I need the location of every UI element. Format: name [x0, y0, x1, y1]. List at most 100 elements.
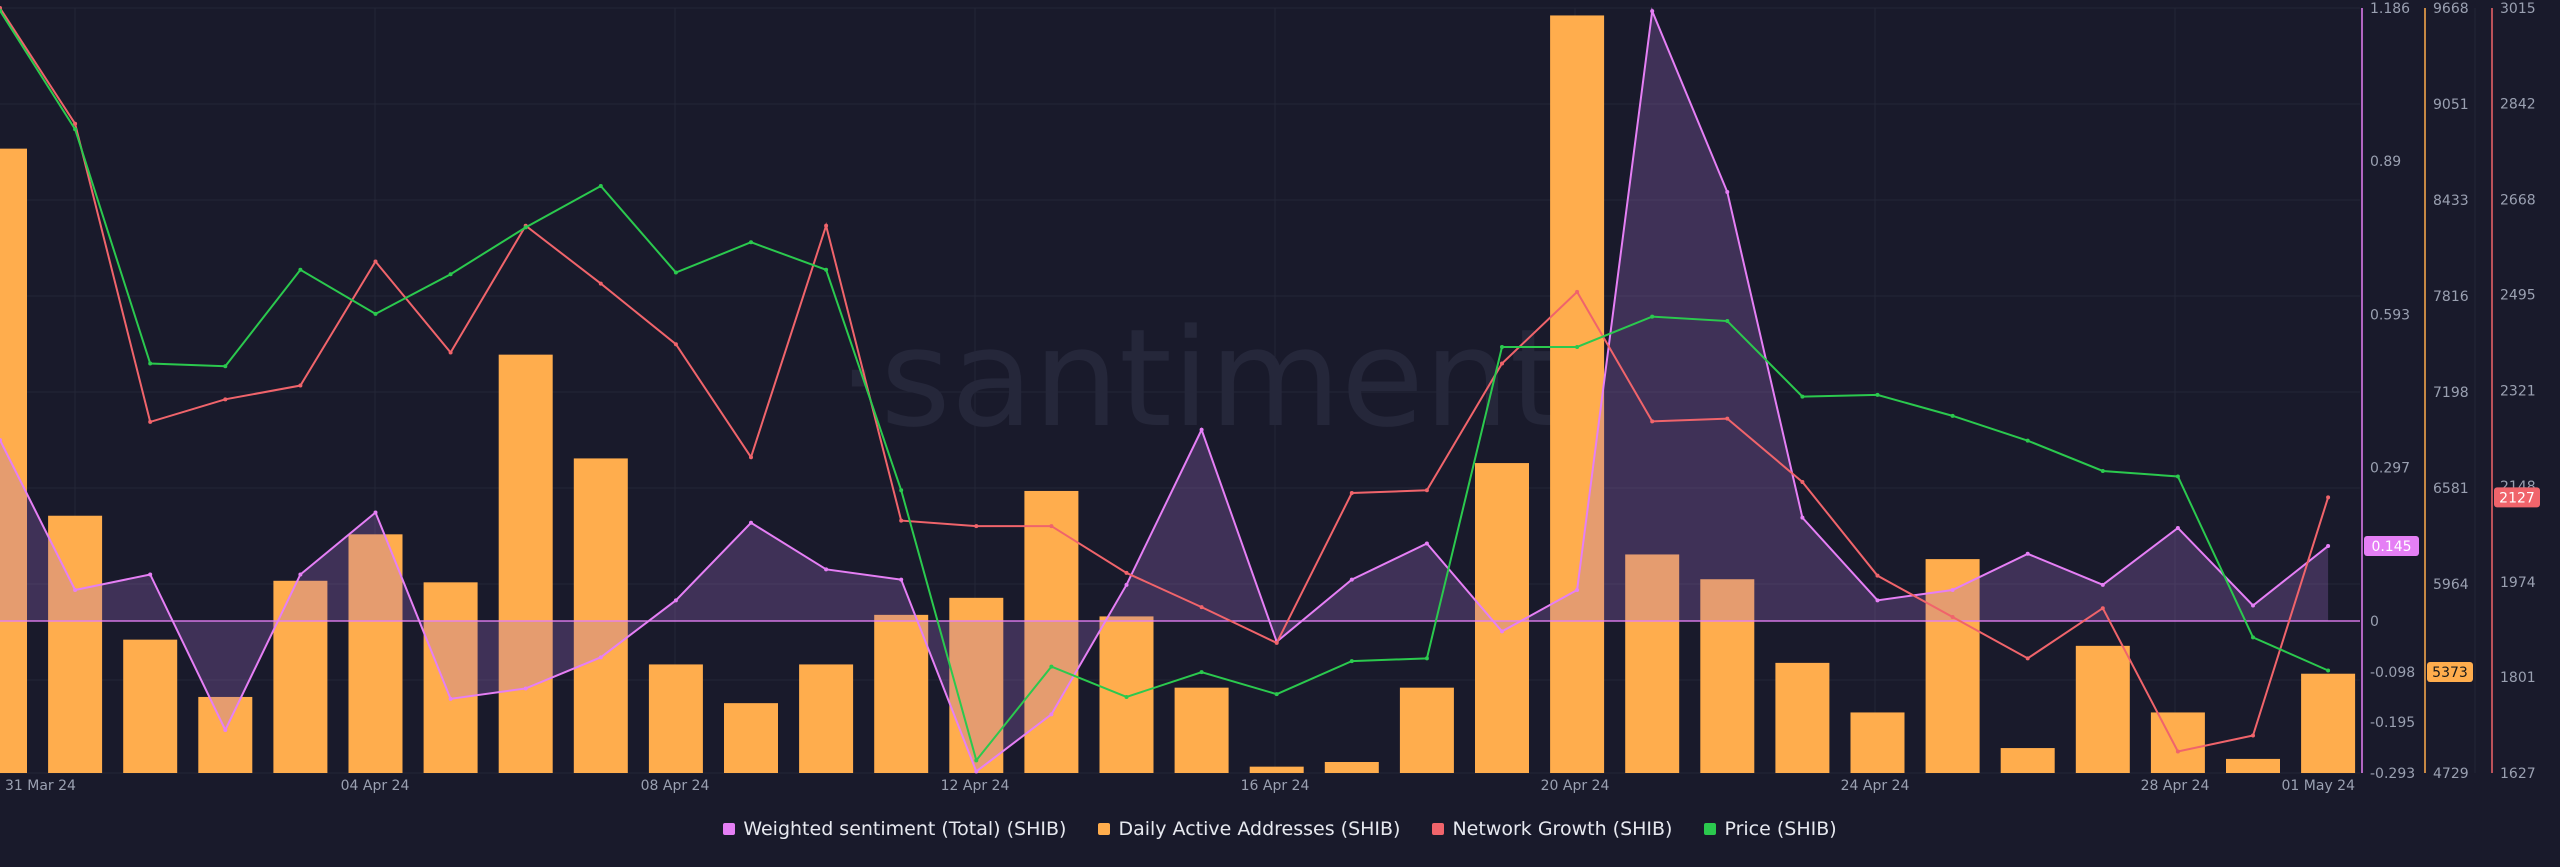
daa-bar-7 — [498, 354, 553, 773]
price-point-20 — [1500, 344, 1504, 349]
daa-tick-label-1: 9051 — [2433, 97, 2469, 113]
price-point-11 — [824, 267, 829, 272]
network-growth-point-1 — [73, 121, 78, 126]
legend-item-price[interactable]: Price (SHIB) — [1704, 818, 1837, 840]
network-tick-label-6: 1974 — [2500, 575, 2536, 591]
network-growth-point-13 — [974, 524, 979, 529]
daa-bar-22 — [1625, 554, 1680, 773]
sentiment-point-4 — [298, 572, 303, 577]
sentiment-point-24 — [1800, 515, 1805, 520]
price-point-31 — [2326, 668, 2331, 673]
sentiment-point-2 — [148, 572, 153, 577]
daa-bar-25 — [1850, 712, 1905, 773]
network-tick-label-1: 2842 — [2500, 96, 2536, 112]
sentiment-point-21 — [1575, 587, 1580, 592]
daa-bar-6 — [423, 582, 478, 773]
network-growth-point-12 — [899, 518, 904, 523]
price-point-0 — [0, 8, 2, 13]
daa-bar-23 — [1700, 579, 1755, 773]
legend-item-sentiment[interactable]: Weighted sentiment (Total) (SHIB) — [723, 818, 1066, 840]
legend-label-daa: Daily Active Addresses (SHIB) — [1118, 818, 1401, 840]
sentiment-point-22 — [1650, 9, 1655, 14]
network-tick-label-7: 1801 — [2500, 670, 2536, 686]
daa-bar-12 — [874, 614, 929, 773]
daa-bar-0 — [0, 148, 27, 774]
sentiment-tick-label-3: 0.297 — [2370, 460, 2410, 476]
price-point-28 — [2100, 468, 2105, 473]
sentiment-tick-label-0: 1.186 — [2370, 1, 2410, 17]
sentiment-point-10 — [749, 520, 753, 525]
network-growth-point-3 — [223, 397, 228, 402]
sentiment-fill — [0, 11, 2329, 772]
price-point-17 — [1274, 692, 1279, 697]
grid-lines — [0, 7, 2476, 774]
network-growth-point-17 — [1274, 640, 1279, 645]
network-growth-point-15 — [1124, 570, 1129, 575]
network-growth-point-16 — [1199, 605, 1204, 610]
network-growth-point-18 — [1349, 491, 1354, 496]
legend-swatch-network — [1432, 823, 1445, 835]
sentiment-tick-label-7: -0.293 — [2370, 766, 2415, 782]
sentiment-point-31 — [2326, 544, 2331, 549]
network-tick-label-4: 2321 — [2500, 384, 2536, 400]
daa-bars — [0, 15, 2356, 774]
daa-bar-10 — [724, 703, 778, 773]
price-point-8 — [598, 184, 603, 189]
daa-bar-27 — [2000, 748, 2055, 773]
daa-bar-9 — [648, 664, 703, 773]
legend: Weighted sentiment (Total) (SHIB) Daily … — [0, 818, 2560, 840]
sentiment-point-6 — [448, 696, 453, 701]
x-tick-label-0: 31 Mar 24 — [5, 778, 76, 794]
legend-item-network[interactable]: Network Growth (SHIB) — [1432, 818, 1672, 840]
price-point-14 — [1049, 664, 1054, 669]
daa-tick-label-0: 9668 — [2433, 1, 2469, 17]
network-growth-point-27 — [2025, 656, 2030, 661]
network-last-value-marker-bg — [2494, 487, 2540, 508]
price-point-29 — [2175, 474, 2180, 479]
network-growth-point-22 — [1650, 419, 1655, 424]
network-growth-point-11 — [824, 223, 829, 228]
sentiment-point-23 — [1725, 190, 1730, 195]
price-point-30 — [2251, 635, 2255, 640]
price-point-21 — [1575, 344, 1580, 349]
daa-bar-15 — [1099, 616, 1154, 773]
network-growth-point-31 — [2326, 495, 2331, 500]
price-point-4 — [298, 267, 303, 272]
price-point-19 — [1424, 656, 1429, 661]
legend-label-sentiment: Weighted sentiment (Total) (SHIB) — [743, 818, 1067, 840]
legend-swatch-sentiment — [723, 823, 736, 835]
daa-bar-19 — [1399, 687, 1454, 773]
sentiment-point-19 — [1424, 541, 1429, 546]
network-growth-point-19 — [1424, 488, 1429, 493]
daa-bar-29 — [2150, 712, 2205, 773]
network-growth-point-5 — [373, 259, 378, 264]
daa-bar-11 — [799, 664, 854, 773]
sentiment-tick-label-5: -0.098 — [2370, 665, 2415, 681]
network-growth-point-2 — [148, 419, 153, 424]
x-tick-label-8: 01 May 24 — [2282, 778, 2356, 794]
daa-bar-1 — [48, 515, 103, 773]
sentiment-area — [0, 11, 2360, 772]
sentiment-point-3 — [223, 727, 228, 732]
daa-tick-label-2: 8433 — [2433, 193, 2469, 209]
network-growth-point-28 — [2100, 606, 2105, 611]
price-point-18 — [1349, 659, 1354, 664]
price-point-26 — [1950, 413, 1955, 418]
sentiment-point-15 — [1124, 582, 1129, 587]
network-tick-label-0: 3015 — [2500, 1, 2536, 17]
legend-item-daa[interactable]: Daily Active Addresses (SHIB) — [1098, 818, 1400, 840]
daa-bar-20 — [1475, 463, 1529, 773]
daa-bar-17 — [1249, 766, 1304, 773]
daa-bar-28 — [2075, 645, 2130, 773]
daa-tick-label-3: 7816 — [2433, 289, 2469, 305]
x-tick-label-1: 04 Apr 24 — [341, 778, 410, 794]
sentiment-line — [0, 7, 2329, 774]
sentiment-point-30 — [2251, 603, 2255, 608]
network-growth-point-9 — [673, 342, 678, 347]
network-growth-point-29 — [2175, 749, 2180, 754]
daa-tick-label-8: 4729 — [2433, 766, 2469, 782]
sentiment-point-20 — [1500, 629, 1504, 634]
network-growth-point-8 — [598, 281, 603, 286]
daa-tick-label-4: 7198 — [2433, 385, 2469, 401]
network-tick-label-3: 2495 — [2500, 288, 2536, 304]
